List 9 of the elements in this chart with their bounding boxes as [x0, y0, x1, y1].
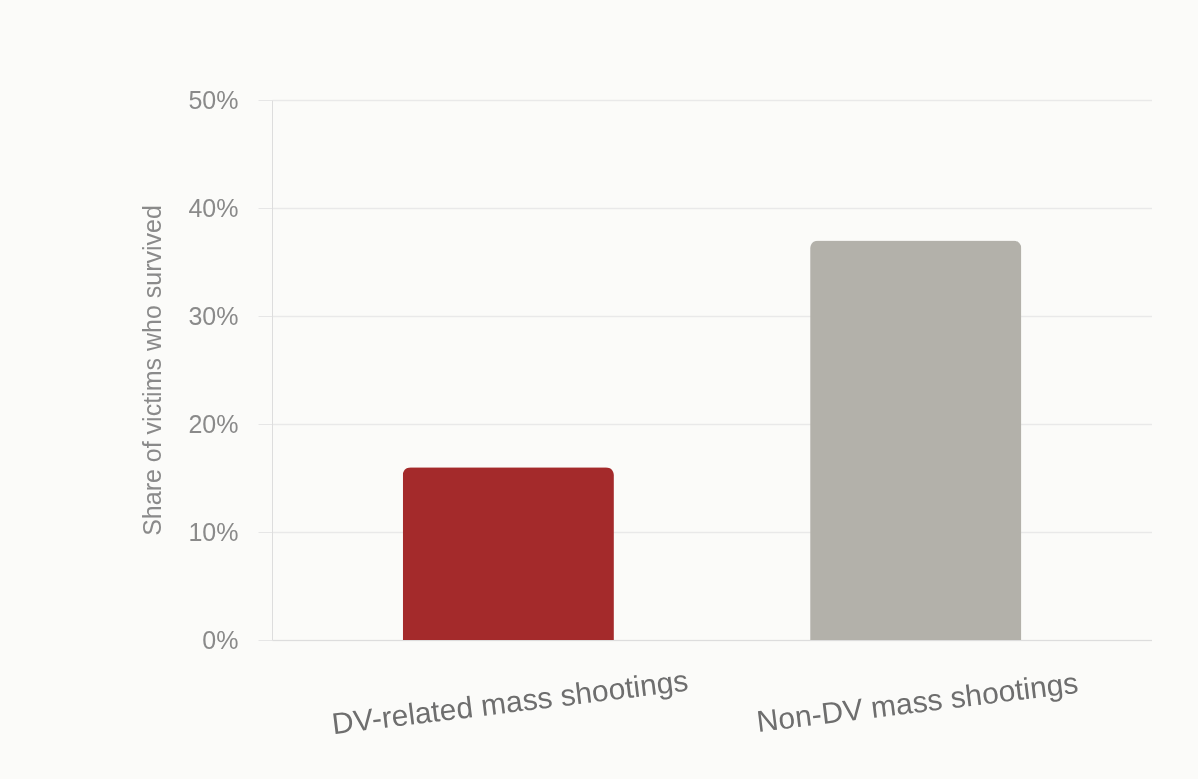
y-tick-label: 20% [188, 409, 239, 438]
y-tick-label: 40% [188, 193, 239, 222]
y-tick-label: 10% [188, 517, 239, 546]
y-axis-title: Share of victims who survived [138, 205, 167, 536]
y-tick-label: 30% [188, 301, 239, 330]
y-tick-label: 50% [188, 85, 239, 114]
x-tick-label: DV-related mass shootings [330, 663, 690, 741]
y-tick-label: 0% [202, 625, 239, 654]
x-tick-label: Non-DV mass shootings [754, 665, 1080, 738]
